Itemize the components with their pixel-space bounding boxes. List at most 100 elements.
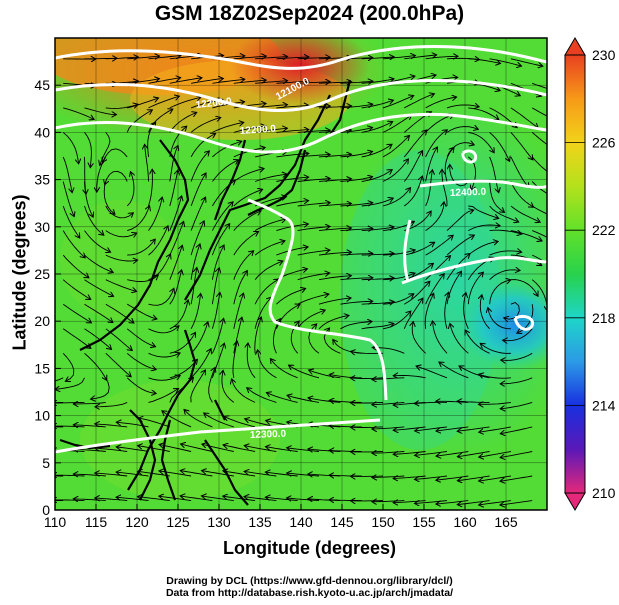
streamline [276,130,308,133]
streamline [442,170,448,207]
streamline [84,205,104,235]
streamline [271,359,298,379]
streamline [404,94,433,109]
streamline [62,156,72,192]
x-tick-label: 110 [44,514,67,530]
streamline [532,82,547,89]
streamline [169,271,182,305]
streamline [148,327,179,334]
streamline [330,401,362,403]
streamline [288,473,320,476]
streamline [501,451,533,458]
streamline [297,294,328,305]
streamline [309,398,341,403]
streamline [504,328,533,341]
streamline [437,451,469,457]
streamline [55,426,85,427]
streamline [501,475,533,481]
streamline [382,160,408,182]
streamline [468,131,493,152]
streamline [373,378,405,380]
streamline [148,170,153,207]
streamline [63,107,93,119]
streamline [233,211,260,231]
streamline [145,145,149,182]
streamline [318,298,350,305]
streamline [425,256,450,281]
streamline [340,322,371,330]
streamline [416,501,448,504]
streamline [245,497,277,502]
streamline [233,294,243,329]
streamline [84,303,113,322]
streamline [425,148,437,182]
x-tick-label: 135 [248,514,272,530]
streamline [502,352,533,360]
streamline [318,276,350,281]
streamline [425,203,444,231]
streamline [489,270,519,281]
streamline [394,501,426,503]
streamline [254,280,278,305]
streamline [458,475,490,481]
streamline [510,181,533,207]
streamline [446,105,478,108]
streamline [169,113,196,133]
streamline [318,154,351,157]
streamline [394,476,426,478]
streamline [416,426,448,431]
streamline [62,328,90,348]
y-tick-label: 5 [42,455,50,471]
streamline [330,426,362,427]
streamline [288,448,320,452]
streamline [446,210,473,231]
streamline [361,145,392,158]
streamline [224,445,256,452]
streamline [245,446,277,452]
streamline [340,254,372,256]
colorbar-tick-label: 218 [592,310,616,326]
colorbar-tick-label: 230 [592,47,616,63]
streamline [361,57,394,59]
streamline [62,303,90,322]
streamline [340,301,371,305]
streamline [247,344,256,379]
streamline [464,294,469,329]
streamline [415,402,448,403]
streamline [425,275,444,305]
streamline [276,154,307,158]
streamline [297,227,329,232]
y-tick-label: 25 [34,266,50,282]
streamline [233,190,262,207]
streamline [276,106,308,108]
streamline [233,80,265,84]
streamline [373,402,405,404]
streamline [276,81,308,83]
streamline [361,79,393,84]
streamline [382,136,409,158]
streamline [117,472,149,477]
streamline [224,496,256,502]
streamline [297,179,330,182]
streamline [340,203,371,207]
streamline [55,401,64,404]
streamline [233,56,265,59]
streamline [489,181,504,212]
streamline [84,328,111,349]
colorbar-tick-label: 226 [592,135,616,151]
streamline [510,107,538,128]
streamline [92,377,110,399]
credit-drawing: Drawing by DCL (https://www.gfd-dennou.o… [166,575,453,587]
streamline [74,425,106,427]
streamline [446,236,474,256]
streamline [510,205,539,222]
contour-lines [55,45,547,454]
streamline [105,57,138,59]
streamline [361,122,392,133]
streamline [62,132,78,162]
streamline [444,293,449,329]
y-tick-label: 0 [42,502,50,518]
streamline [62,279,90,299]
streamline [127,98,157,109]
streamline [373,476,405,477]
